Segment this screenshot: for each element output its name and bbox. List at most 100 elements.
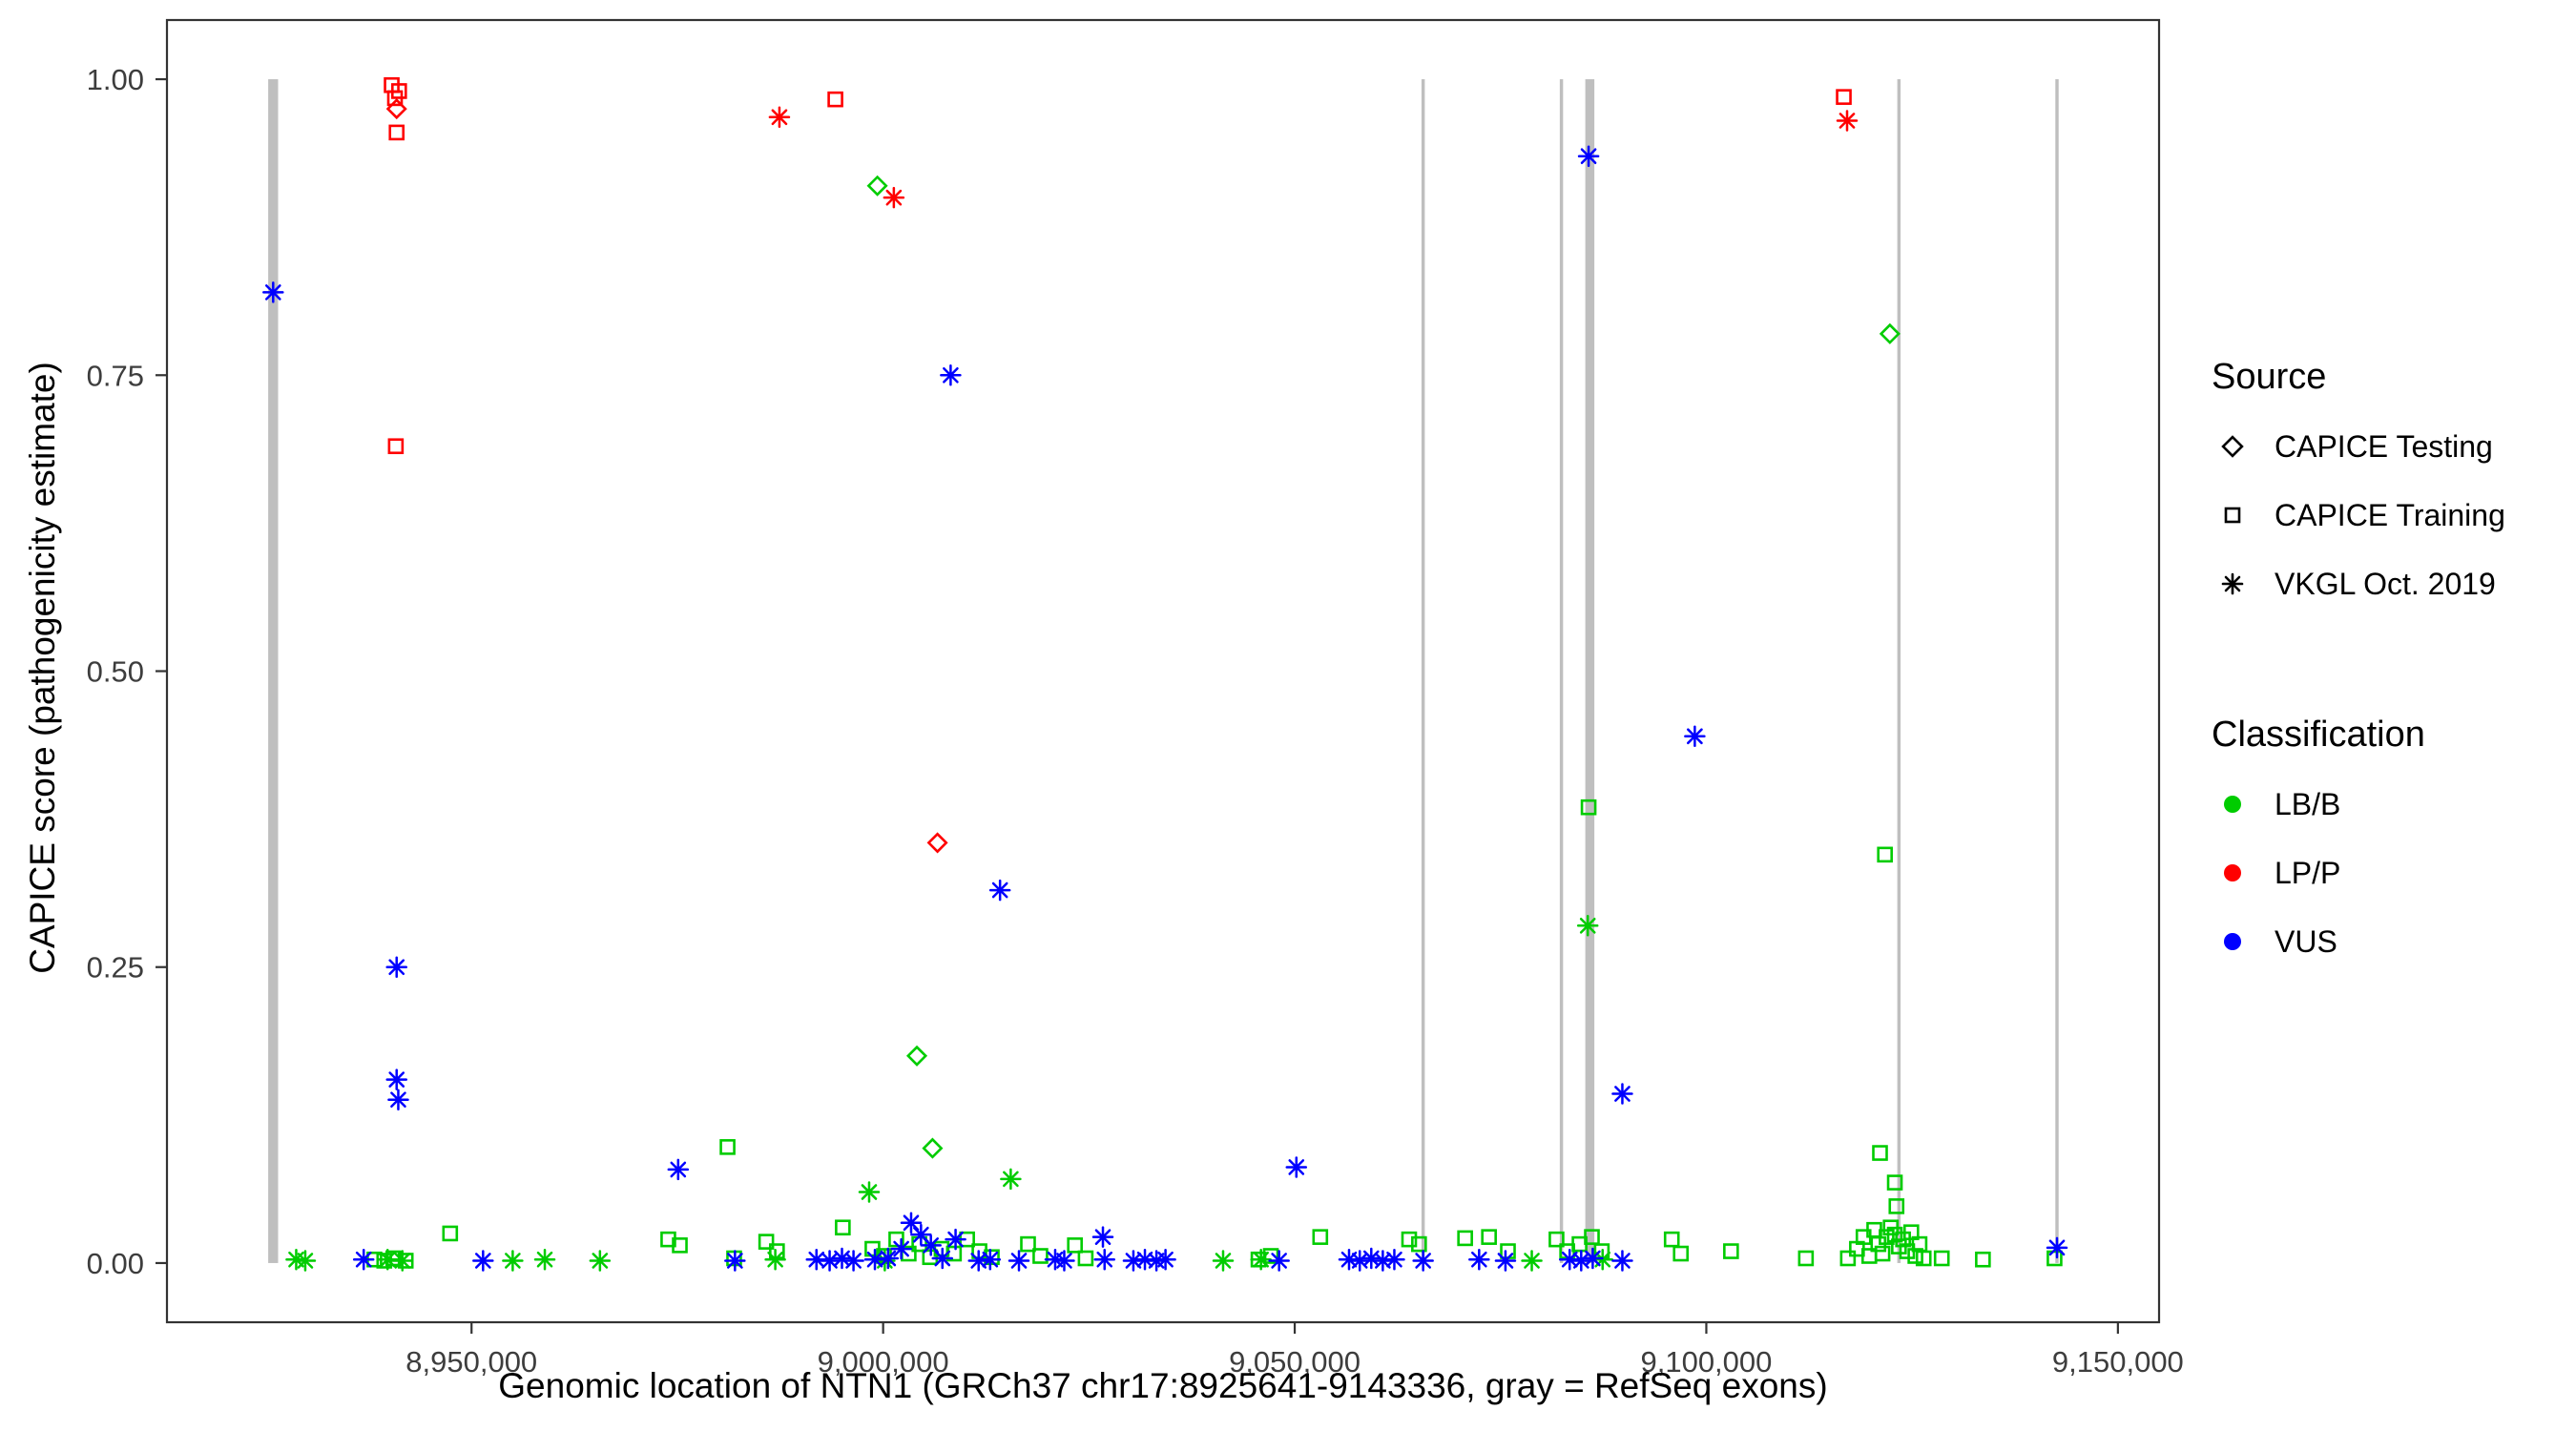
data-point — [1348, 1250, 1371, 1272]
data-point — [1212, 1250, 1235, 1272]
data-point — [1839, 1250, 1857, 1267]
data-point — [1797, 1250, 1815, 1267]
data-point — [724, 1250, 746, 1272]
data-point — [1401, 1231, 1418, 1248]
data-point — [858, 1181, 881, 1203]
data-point — [1879, 322, 1901, 344]
data-point — [979, 1248, 1002, 1271]
data-point — [385, 956, 407, 978]
data-point — [1611, 1250, 1633, 1272]
data-point — [1000, 1168, 1022, 1191]
data-point — [835, 1219, 851, 1236]
data-point — [1285, 1156, 1308, 1178]
data-point — [1836, 89, 1852, 105]
data-point — [931, 1247, 954, 1270]
data-point — [1548, 1231, 1565, 1248]
legend-item-capice-training: CAPICE Training — [2212, 481, 2574, 550]
data-point — [2046, 1236, 2068, 1259]
data-point — [1580, 798, 1597, 816]
data-point — [1093, 1248, 1115, 1271]
data-point — [388, 124, 405, 141]
data-point — [1521, 1250, 1543, 1272]
data-point — [1933, 1250, 1950, 1267]
data-point — [589, 1250, 612, 1272]
data-point — [768, 106, 791, 129]
exon-bar — [268, 79, 279, 1263]
data-point — [1312, 1229, 1329, 1245]
legend-item-vkgl: VKGL Oct. 2019 — [2212, 550, 2574, 618]
data-point — [1032, 1248, 1049, 1264]
data-point — [827, 91, 843, 108]
y-tick-label: 0.50 — [87, 655, 144, 689]
data-point — [1412, 1250, 1434, 1272]
legend-item-label: VUS — [2275, 923, 2337, 959]
data-point — [1975, 1251, 1991, 1268]
legend-item-label: CAPICE Training — [2275, 497, 2505, 532]
data-point — [1268, 1250, 1290, 1272]
x-tick-label: 9,100,000 — [1640, 1345, 1772, 1379]
data-point — [1902, 1224, 1920, 1240]
legend-classification-title: Classification — [2212, 715, 2425, 755]
y-tick-label: 0.75 — [87, 359, 144, 392]
data-point — [442, 1225, 459, 1242]
data-point — [1877, 846, 1893, 863]
data-point — [1684, 725, 1706, 747]
data-point — [386, 90, 404, 107]
legend-item-vus: VUS — [2212, 907, 2574, 976]
data-point — [764, 1248, 786, 1271]
data-point — [1672, 1245, 1690, 1262]
exon-bar — [1897, 79, 1901, 1263]
series-lbb-diamond — [866, 175, 1901, 1159]
data-point — [984, 1249, 1000, 1266]
legend-item-label: CAPICE Testing — [2275, 428, 2493, 464]
data-point — [905, 1045, 928, 1067]
data-point — [472, 1250, 494, 1272]
data-point — [385, 1068, 407, 1090]
lpp-dot-icon — [2224, 864, 2241, 881]
data-point — [1468, 1248, 1490, 1271]
data-point — [1591, 1248, 1613, 1271]
data-point — [1888, 1198, 1905, 1214]
series-lpp-diamond — [385, 98, 948, 854]
data-point — [1886, 1226, 1903, 1243]
data-point — [926, 832, 948, 854]
data-point — [352, 1248, 375, 1271]
data-point — [1494, 1250, 1517, 1272]
data-point — [502, 1250, 524, 1272]
data-point — [945, 1228, 966, 1251]
data-point — [920, 1234, 942, 1256]
data-point — [842, 1250, 864, 1272]
data-point — [900, 1212, 923, 1234]
legend-source-title: Source — [2212, 357, 2327, 397]
data-point — [387, 438, 405, 455]
data-point — [1886, 1174, 1903, 1191]
series-vus-asterisk — [262, 145, 2068, 1272]
data-point — [877, 1247, 900, 1270]
exon-bar — [1559, 79, 1564, 1263]
y-tick-label: 0.00 — [87, 1247, 144, 1280]
data-point — [672, 1237, 688, 1254]
y-tick-label: 0.25 — [87, 951, 144, 985]
legend: Source CAPICE Testing CAPICE Training — [2212, 351, 2574, 976]
data-point — [1008, 1250, 1030, 1272]
series-lpp-square — [384, 76, 1852, 455]
legend-item-label: LB/B — [2275, 786, 2341, 821]
data-point — [1915, 1250, 1932, 1267]
exon-bar — [2055, 79, 2059, 1263]
data-point — [1584, 1229, 1600, 1245]
data-point — [1457, 1230, 1473, 1247]
y-tick-label: 1.00 — [87, 63, 144, 96]
data-point — [758, 1234, 775, 1250]
data-point — [888, 1231, 904, 1248]
data-point — [1836, 110, 1859, 132]
data-point — [1411, 1235, 1427, 1253]
data-point — [1611, 1083, 1633, 1105]
data-point — [1582, 1247, 1604, 1270]
data-point — [262, 281, 284, 303]
legend-item-capice-testing: CAPICE Testing — [2212, 412, 2574, 481]
series-lbb-square — [366, 798, 2063, 1269]
data-point — [1907, 1248, 1923, 1264]
data-point — [294, 1250, 317, 1272]
